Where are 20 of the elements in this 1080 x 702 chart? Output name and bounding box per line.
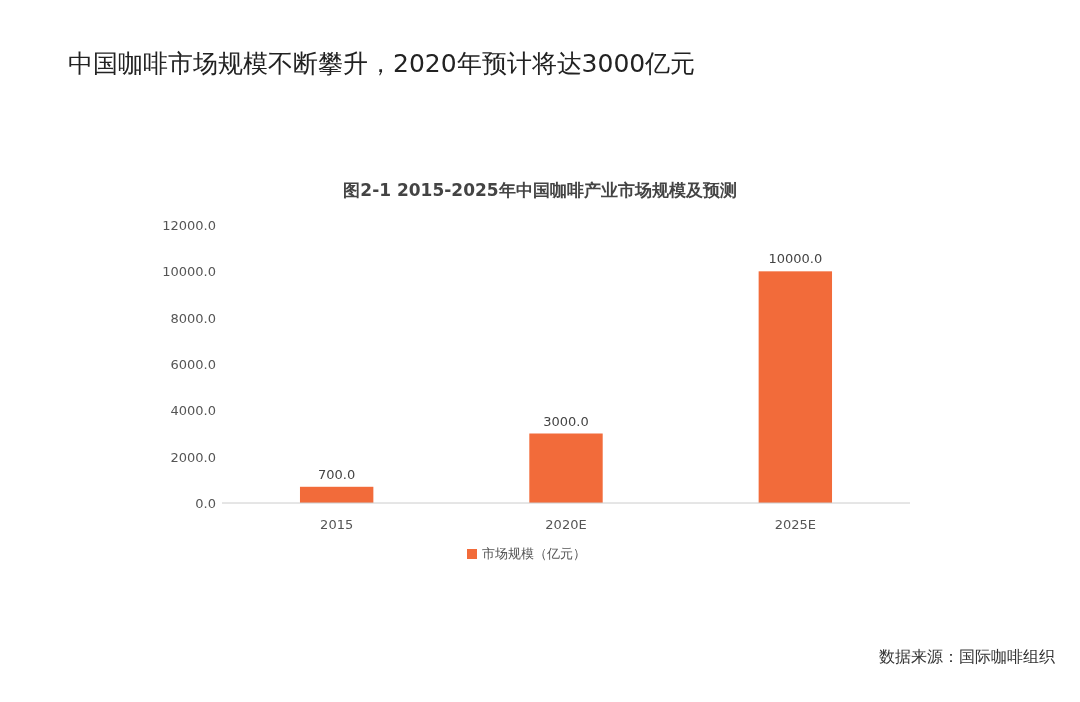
data-label: 10000.0 — [768, 251, 823, 267]
x-tick-label: 2020E — [545, 517, 587, 532]
y-tick-label: 8000.0 — [170, 310, 216, 326]
bar — [529, 433, 603, 503]
y-tick-label: 0.0 — [195, 496, 216, 511]
data-label: 700.0 — [318, 466, 356, 482]
source-note: 数据来源：国际咖啡组织 — [879, 647, 1055, 666]
bar — [758, 271, 833, 503]
data-label: 3000.0 — [543, 413, 589, 429]
chart-subtitle: 图2-1 2015-2025年中国咖啡产业市场规模及预测 — [343, 180, 737, 200]
x-tick-label: 2025E — [774, 517, 816, 532]
bar — [299, 486, 374, 503]
legend-label: 市场规模（亿元） — [482, 546, 586, 561]
y-tick-label: 10000.0 — [162, 264, 216, 280]
chart-title: 中国咖啡市场规模不断攀升，2020年预计将达3000亿元 — [68, 49, 696, 78]
y-tick-label: 12000.0 — [162, 218, 216, 233]
y-tick-label: 6000.0 — [170, 357, 216, 372]
x-tick-label: 2015 — [320, 517, 354, 532]
y-tick-label: 2000.0 — [170, 449, 216, 465]
y-tick-label: 4000.0 — [170, 403, 216, 419]
